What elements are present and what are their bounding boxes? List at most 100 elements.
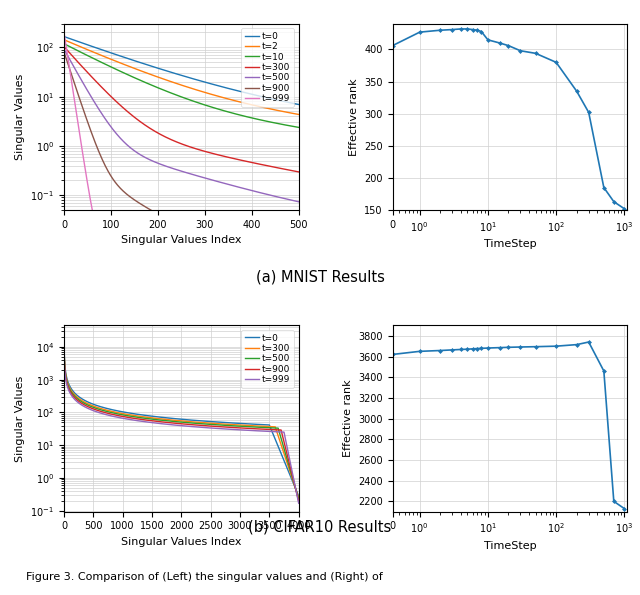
Line: t=2: t=2: [64, 40, 299, 114]
t=2: [211, 92, 219, 99]
t=500: [93, 405, 101, 412]
t=300: [178, 418, 186, 425]
t=10: [214, 105, 222, 112]
t=300: [163, 416, 170, 423]
t=500: [295, 496, 303, 503]
t=999: [295, 500, 303, 507]
t=10: [255, 116, 262, 123]
t=900: [160, 418, 168, 425]
t=900: [214, 245, 222, 252]
Line: t=900: t=900: [64, 52, 299, 295]
t=999: [214, 425, 222, 433]
t=500: [145, 156, 153, 163]
t=900: [93, 406, 101, 414]
t=900: [220, 424, 227, 431]
t=300: [255, 160, 262, 167]
t=10: [295, 124, 303, 131]
t=900: [295, 497, 303, 505]
t=10: [118, 68, 126, 76]
t=999: [163, 421, 170, 428]
t=900: [60, 48, 68, 55]
t=900: [128, 195, 136, 202]
t=500: [128, 146, 136, 153]
t=2: [295, 111, 303, 118]
t=999: [118, 280, 126, 287]
t=2: [128, 64, 136, 71]
t=500: [60, 46, 68, 53]
Legend: t=0, t=300, t=500, t=900, t=999: t=0, t=300, t=500, t=900, t=999: [241, 330, 294, 387]
t=300: [160, 416, 168, 423]
t=300: [220, 421, 227, 428]
t=0: [160, 414, 168, 421]
X-axis label: Singular Values Index: Singular Values Index: [121, 537, 241, 547]
t=2: [118, 60, 126, 67]
t=0: [255, 92, 262, 99]
t=500: [255, 189, 262, 196]
Line: t=0: t=0: [64, 36, 299, 105]
t=0: [60, 330, 68, 337]
Line: t=900: t=900: [64, 339, 299, 501]
t=0: [295, 101, 303, 108]
t=0: [214, 82, 222, 89]
t=500: [163, 417, 170, 424]
t=300: [93, 404, 101, 411]
Line: t=10: t=10: [64, 44, 299, 127]
t=999: [160, 421, 168, 428]
Y-axis label: Singular Values: Singular Values: [15, 74, 25, 160]
t=500: [160, 417, 168, 424]
t=900: [255, 268, 262, 275]
t=900: [178, 420, 186, 427]
t=300: [107, 408, 115, 415]
Text: Figure 3. Comparison of (Left) the singular values and (Right) of: Figure 3. Comparison of (Left) the singu…: [26, 572, 382, 582]
t=999: [128, 295, 136, 302]
t=300: [214, 151, 222, 158]
t=300: [60, 43, 68, 50]
t=300: [211, 151, 219, 158]
Line: t=999: t=999: [64, 33, 299, 552]
t=999: [255, 487, 262, 494]
t=900: [295, 291, 303, 298]
t=10: [211, 105, 219, 112]
t=900: [60, 335, 68, 342]
t=0: [295, 493, 303, 500]
t=0: [163, 414, 170, 421]
t=999: [211, 421, 219, 428]
Line: t=300: t=300: [64, 46, 299, 172]
t=0: [118, 53, 126, 60]
X-axis label: TimeStep: TimeStep: [484, 239, 536, 249]
t=999: [178, 422, 186, 430]
Line: t=0: t=0: [64, 334, 299, 496]
t=500: [60, 334, 68, 341]
Text: (a) MNIST Results: (a) MNIST Results: [255, 269, 385, 284]
t=900: [145, 206, 153, 213]
t=500: [178, 419, 186, 426]
t=900: [118, 187, 126, 194]
t=0: [128, 57, 136, 64]
Line: t=999: t=999: [64, 340, 299, 503]
Line: t=300: t=300: [64, 336, 299, 498]
Text: (b) CIFAR10 Results: (b) CIFAR10 Results: [248, 519, 392, 534]
Legend: t=0, t=2, t=10, t=300, t=500, t=900, t=999: t=0, t=2, t=10, t=300, t=500, t=900, t=9…: [241, 29, 294, 107]
t=0: [107, 406, 115, 413]
t=300: [128, 112, 136, 119]
X-axis label: Singular Values Index: Singular Values Index: [121, 235, 241, 245]
Y-axis label: Effective rank: Effective rank: [342, 380, 353, 458]
t=10: [128, 73, 136, 80]
t=500: [220, 422, 227, 429]
t=900: [107, 411, 115, 418]
t=0: [145, 62, 153, 69]
Y-axis label: Effective rank: Effective rank: [349, 78, 358, 156]
t=300: [60, 332, 68, 339]
t=500: [214, 178, 222, 185]
t=0: [178, 416, 186, 423]
t=900: [163, 419, 170, 426]
t=2: [145, 70, 153, 77]
t=500: [211, 177, 219, 184]
t=0: [60, 33, 68, 40]
t=2: [255, 103, 262, 110]
t=999: [107, 412, 115, 419]
t=2: [60, 36, 68, 43]
t=0: [220, 419, 227, 426]
t=300: [295, 494, 303, 502]
t=300: [118, 104, 126, 111]
